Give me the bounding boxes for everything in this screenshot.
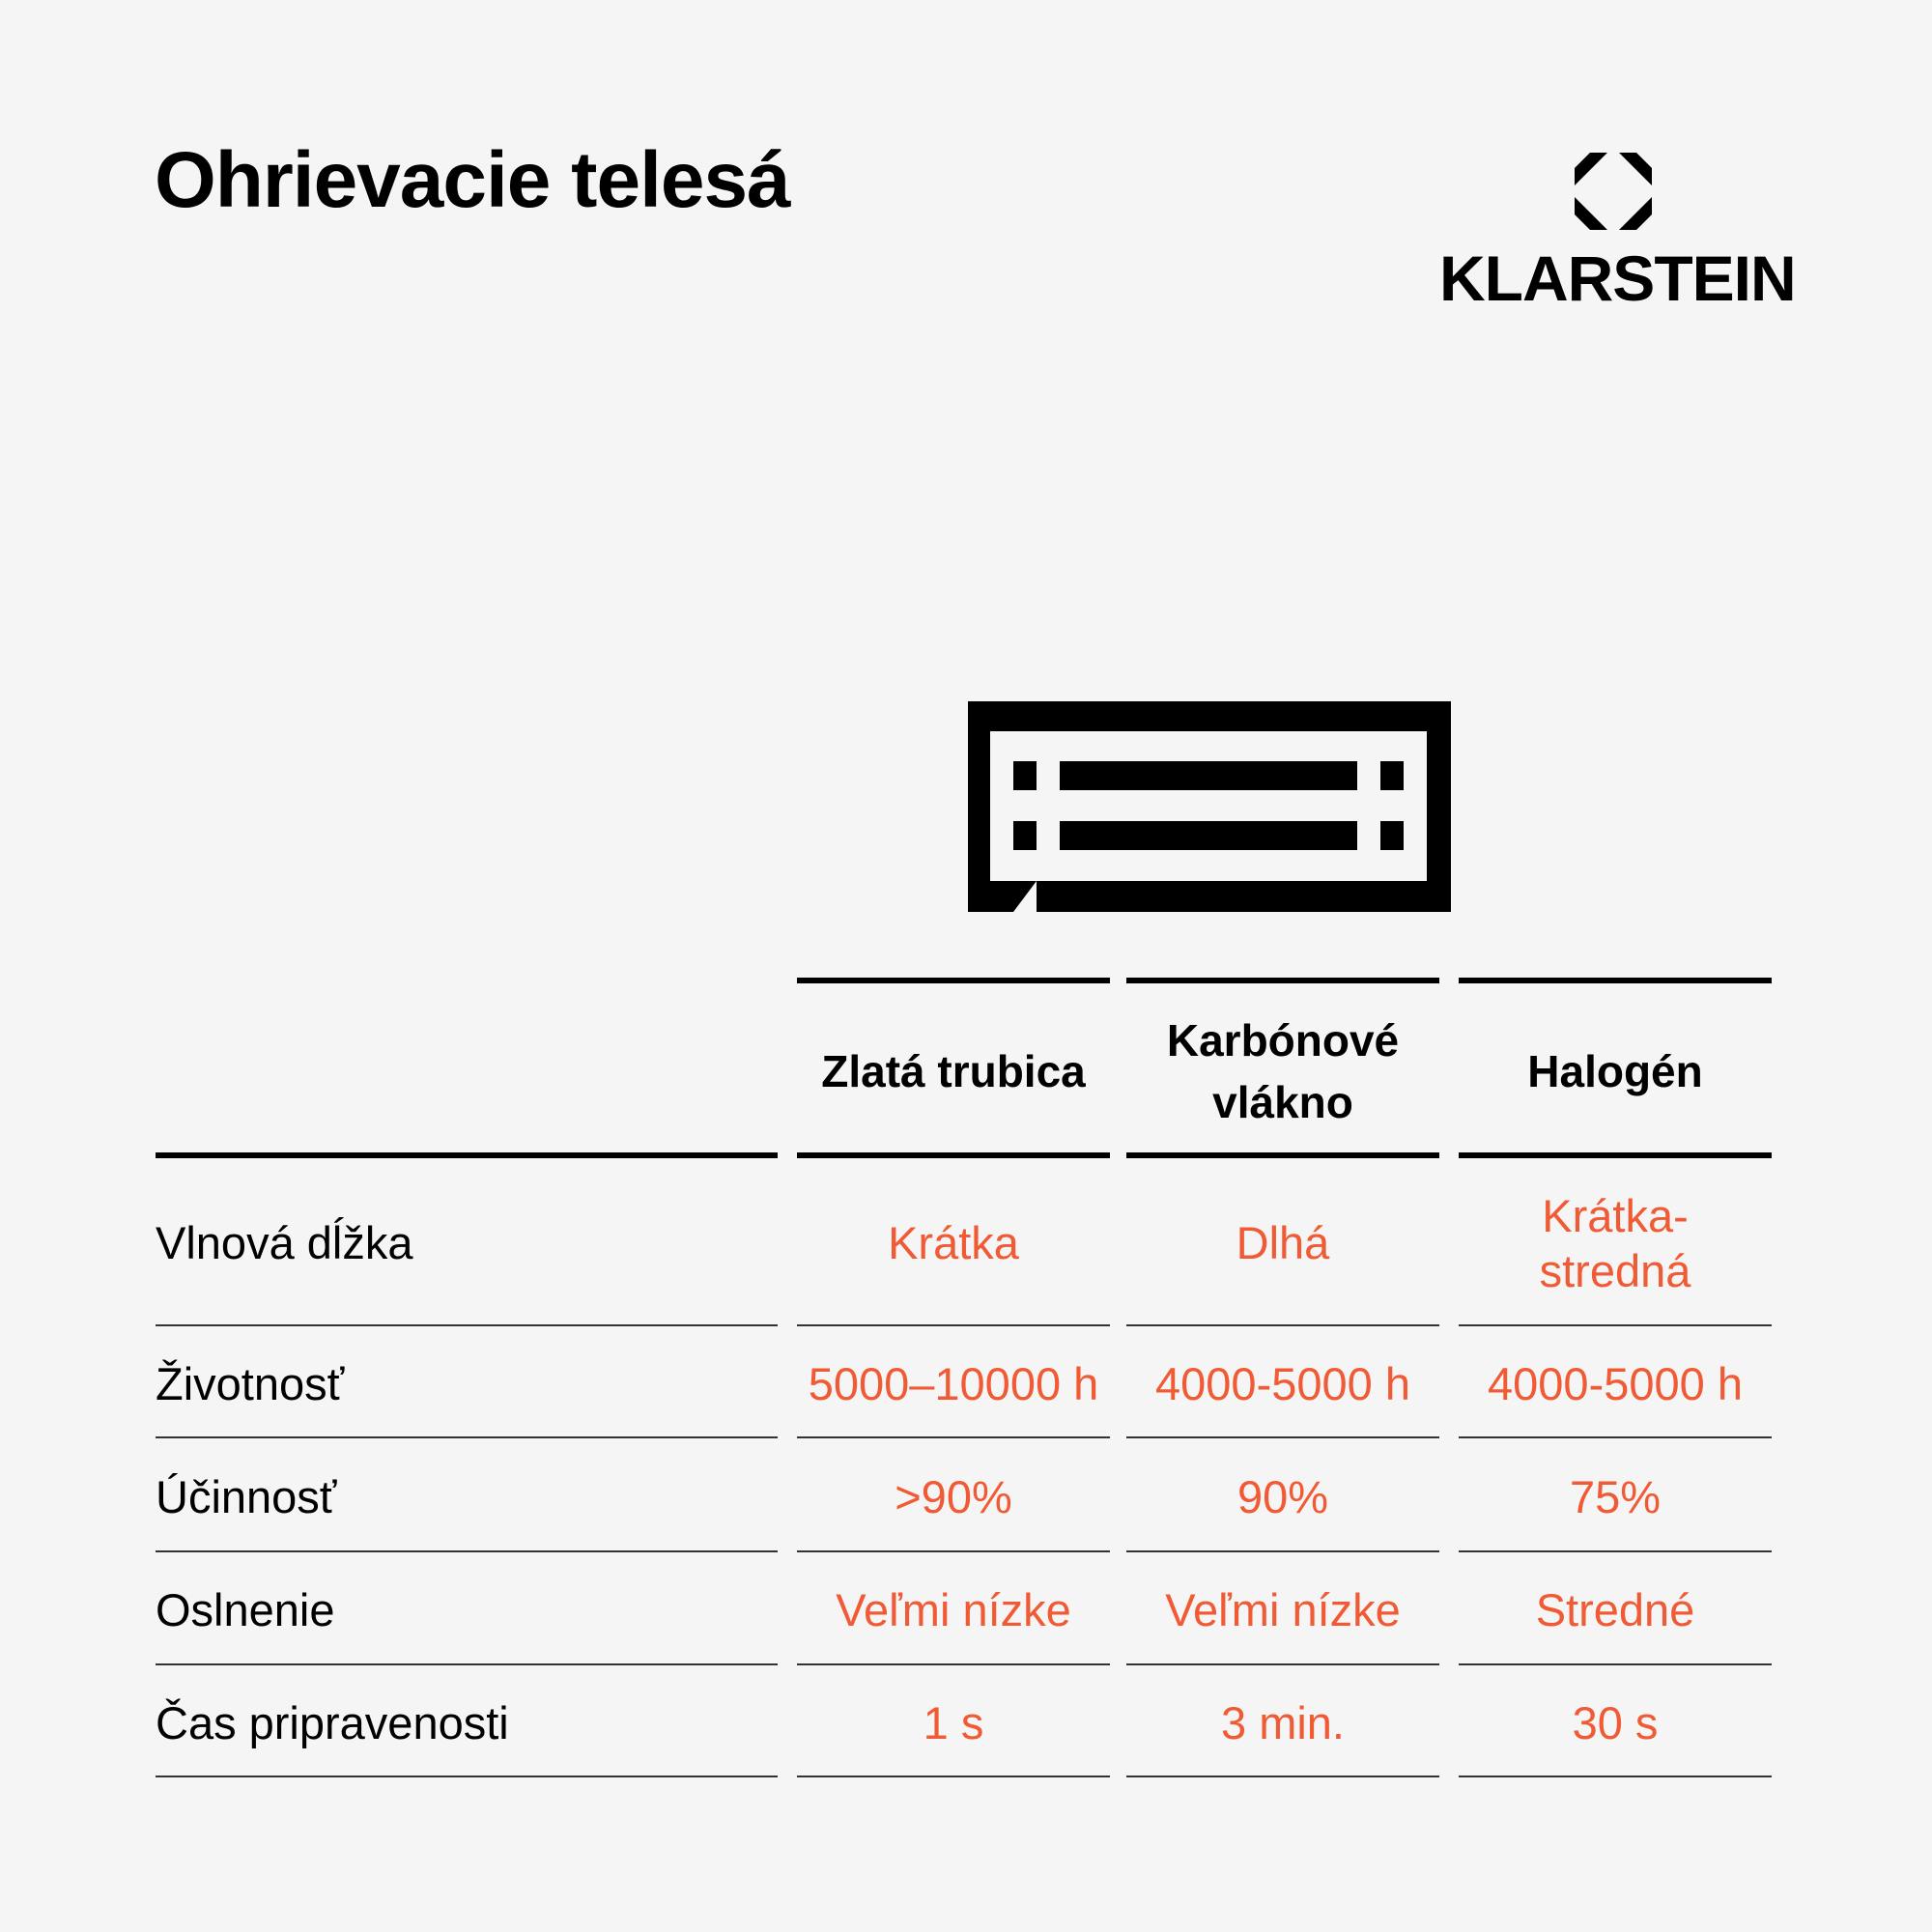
header-top-rule [1459, 978, 1772, 983]
row-rule [1459, 1436, 1772, 1438]
row-rule [797, 1776, 1110, 1777]
row-label: Vlnová dĺžka [156, 1217, 413, 1268]
row-label: Čas pripravenosti [156, 1696, 509, 1748]
row-rule [1126, 1550, 1439, 1552]
table-cell: 75% [1569, 1470, 1662, 1522]
header-bottom-rule [1459, 1152, 1772, 1158]
brand-logo: KLARSTEIN [1439, 153, 1797, 315]
table-cell: Veľmi nízke [1165, 1584, 1401, 1635]
row-label: Životnosť [156, 1357, 345, 1409]
row-rule [1459, 1776, 1772, 1777]
table-cell: Krátka-stredná [1539, 1189, 1691, 1296]
table-cell: 90% [1236, 1470, 1329, 1522]
column-header: Karbónové vlákno [1166, 1014, 1400, 1127]
row-rule [797, 1436, 1110, 1438]
table-cell: Krátka [888, 1217, 1019, 1268]
row-rule [1459, 1324, 1772, 1326]
table-cell: 1 s [923, 1696, 984, 1748]
header-top-rule [1126, 978, 1439, 983]
table-cell: Dlhá [1236, 1217, 1330, 1268]
row-rule [1126, 1663, 1439, 1665]
header-bottom-rule [156, 1152, 778, 1158]
table-cell: 5000–10000 h [808, 1357, 1099, 1409]
row-rule [1126, 1776, 1439, 1777]
table-cell: 4000-5000 h [1488, 1357, 1743, 1409]
row-rule [156, 1436, 778, 1438]
table-cell: >90% [895, 1470, 1012, 1522]
column-header: Zlatá trubica [821, 1045, 1086, 1096]
row-rule [156, 1324, 778, 1326]
header-top-rule [797, 978, 1110, 983]
table-cell: Veľmi nízke [836, 1584, 1071, 1635]
table-cell: 30 s [1572, 1696, 1659, 1748]
row-rule [1126, 1436, 1439, 1438]
row-label: Oslnenie [156, 1584, 335, 1635]
brand-name: KLARSTEIN [1439, 242, 1797, 314]
row-rule [1126, 1324, 1439, 1326]
row-rule [156, 1550, 778, 1552]
infrared-heater-icon [968, 701, 1451, 912]
klarstein-logo-icon [1575, 153, 1652, 230]
column-header: Halogén [1527, 1045, 1703, 1096]
table-cell: 3 min. [1221, 1696, 1345, 1748]
header-bottom-rule [1126, 1152, 1439, 1158]
row-label: Účinnosť [156, 1470, 337, 1522]
page-title: Ohrievacie telesá [155, 136, 791, 224]
row-rule [1459, 1663, 1772, 1665]
header-bottom-rule [797, 1152, 1110, 1158]
row-rule [797, 1663, 1110, 1665]
row-rule [797, 1324, 1110, 1326]
row-rule [156, 1776, 778, 1777]
row-rule [1459, 1550, 1772, 1552]
table-cell: Stredné [1535, 1584, 1695, 1635]
row-rule [156, 1663, 778, 1665]
row-rule [797, 1550, 1110, 1552]
table-cell: 4000-5000 h [1155, 1357, 1410, 1409]
